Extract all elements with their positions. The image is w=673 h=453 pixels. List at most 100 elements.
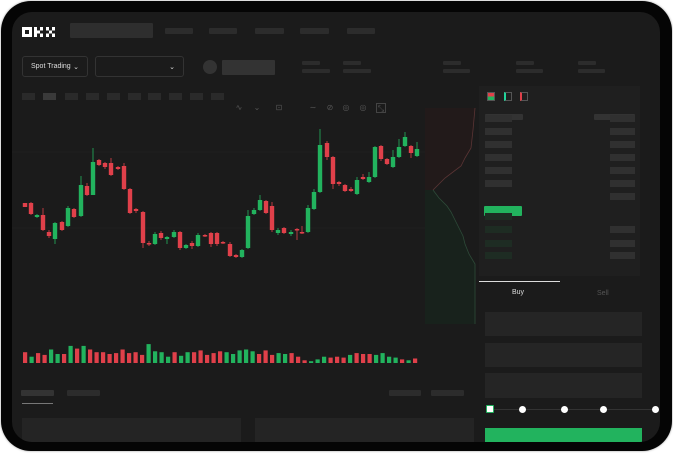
candle [257,195,263,211]
volume-bar [198,350,203,363]
candle [52,222,58,244]
candle [208,232,214,247]
candle [384,158,390,165]
pencil-icon[interactable]: ⊘ [326,103,334,112]
camera-icon[interactable]: ◎ [342,103,350,112]
nav-item[interactable] [347,28,375,34]
timeframe-button[interactable] [65,93,78,100]
candle [90,148,96,195]
timeframe-button[interactable] [211,93,224,100]
volume-bar [159,352,164,363]
volume-bar [224,352,229,363]
volume-bar [309,361,314,363]
ask-amount [610,193,635,200]
candle [245,210,251,249]
line-tool-icon[interactable]: ⌄ [253,103,261,112]
candle [324,141,330,160]
timeframe-button[interactable] [169,93,182,100]
candle [294,228,300,240]
candle [121,163,127,190]
candle [133,208,139,213]
candle [202,234,208,237]
slider-step[interactable] [652,406,659,413]
candle [71,208,77,218]
volume-bar [244,349,249,363]
tab-open-orders[interactable] [21,390,54,396]
timeframe-button[interactable] [86,93,99,100]
timeframe-button[interactable] [107,93,120,100]
candle [158,231,164,240]
price-input[interactable] [485,312,642,336]
nav-item[interactable] [165,28,193,34]
nav-item[interactable] [209,28,237,34]
drawing-icon[interactable]: ⊡ [275,103,283,112]
orderbook-both-icon[interactable] [487,92,495,101]
ask-amount [610,180,635,187]
volume-bar [361,354,366,363]
volume-bar [81,345,86,363]
search-bar[interactable] [70,23,153,38]
filter-button[interactable] [431,390,464,396]
orderbook-bids-icon[interactable] [504,92,512,101]
nav-item[interactable] [255,28,284,34]
amount-input[interactable] [485,343,642,367]
volume-bar [55,354,60,363]
orderbook-asks-icon[interactable] [520,92,528,101]
tab-buy[interactable]: Buy [512,289,525,296]
candle [233,254,239,258]
chevron-down-icon: ⌄ [169,63,175,71]
volume-bar [185,352,190,363]
candle [402,132,408,147]
candle [239,249,245,258]
timeframe-button[interactable] [148,93,161,100]
okx-logo[interactable] [22,25,58,37]
candle [40,208,46,231]
stat-label [302,61,321,65]
candlestick-chart[interactable] [12,108,432,388]
volume-bar [283,354,288,363]
total-input[interactable] [485,373,642,398]
wave-icon[interactable]: ∼ [309,103,317,112]
slider-step[interactable] [519,406,526,413]
ask-price [485,141,512,148]
candle [171,230,177,238]
settings-icon[interactable]: ◎ [359,103,367,112]
volume-bar [140,354,145,363]
indicator-icon[interactable]: ∿ [235,103,243,112]
slider-step[interactable] [600,406,607,413]
volume-bar [49,349,54,363]
buy-button[interactable] [485,428,642,442]
ask-price [485,115,512,122]
timeframe-button[interactable] [22,93,35,100]
trading-screen: Spot Trading ⌄ ⌄ ∿ ⌄ ⊡ ∼ ⊘ ◎ ◎ ⤡ Buy Sel… [12,12,660,442]
stat-value [343,69,371,73]
candle [366,172,372,183]
stat-value [302,69,330,73]
volume-bar [211,353,216,363]
timeframe-button[interactable] [128,93,141,100]
timeframe-button[interactable] [190,93,203,100]
filter-button[interactable] [389,390,421,396]
tab-sell[interactable]: Sell [597,290,609,297]
volume-bar [146,344,151,363]
market-type-dropdown[interactable]: Spot Trading ⌄ [22,56,88,77]
tab-order-history[interactable] [67,390,100,396]
slider-step[interactable] [561,406,568,413]
candle [127,188,133,214]
slider-handle[interactable] [486,405,494,413]
depth-chart [425,108,476,324]
candle [227,242,233,257]
timeframe-button[interactable] [43,93,56,100]
volume-bar [179,355,184,363]
volume-bar [263,350,268,363]
slider-track[interactable] [489,409,659,410]
volume-bar [172,352,177,363]
ask-price [485,128,512,135]
volume-bar [94,352,99,363]
nav-item[interactable] [300,28,329,34]
candle [251,208,257,215]
bid-amount [610,226,635,233]
pair-dropdown[interactable]: ⌄ [95,56,184,77]
candle [342,184,348,192]
fullscreen-icon[interactable]: ⤡ [376,103,386,113]
